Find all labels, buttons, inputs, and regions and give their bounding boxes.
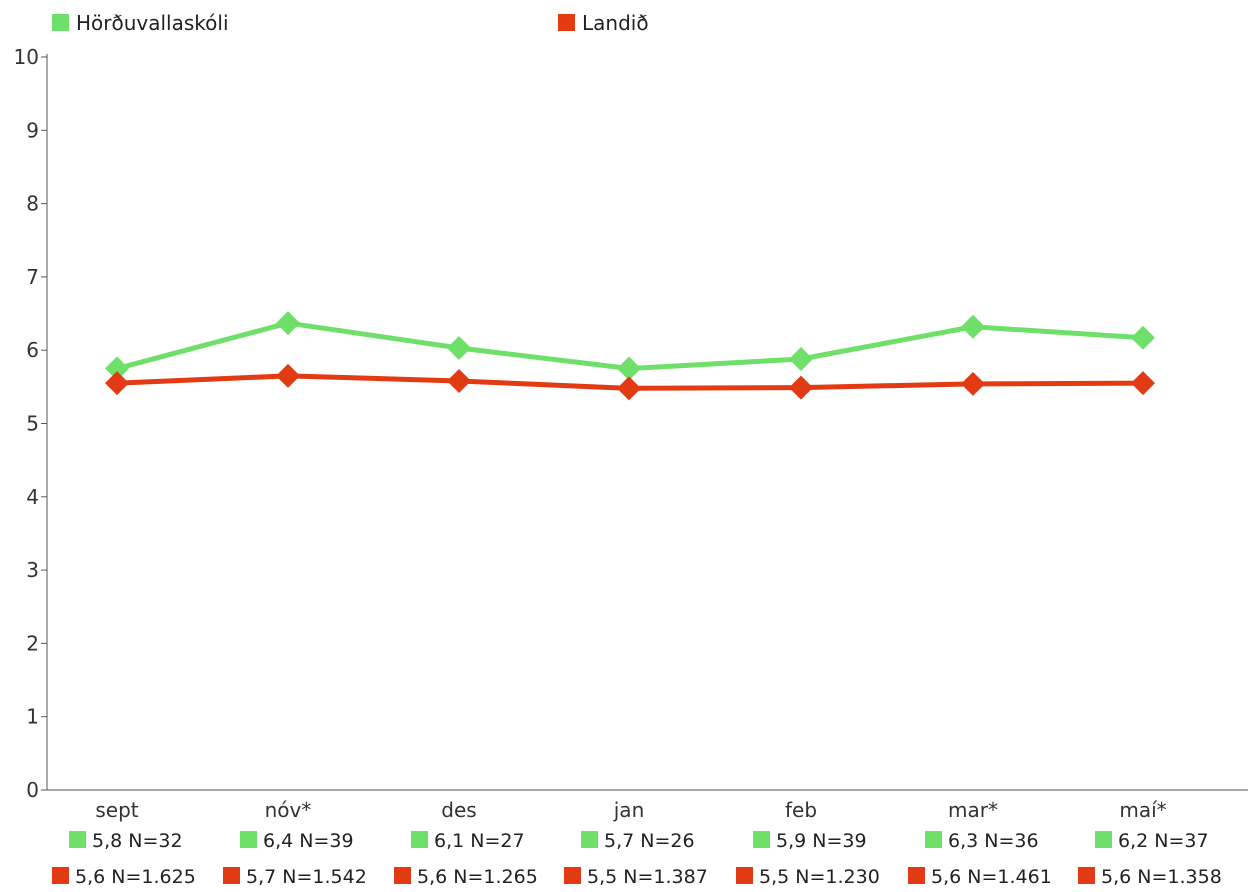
stat-swatch xyxy=(1078,867,1095,884)
stat-swatch xyxy=(240,831,257,848)
data-point xyxy=(789,375,813,400)
data-point xyxy=(447,368,471,393)
data-point xyxy=(1131,371,1155,396)
data-point xyxy=(961,314,985,339)
stat-label: 5,6 N=1.265 xyxy=(417,866,538,888)
y-tick-label: 5 xyxy=(26,412,39,436)
y-tick-label: 2 xyxy=(26,631,39,655)
y-tick-label: 4 xyxy=(26,485,39,509)
x-tick-label: jan xyxy=(613,798,645,822)
stat-label: 5,7 N=1.542 xyxy=(246,866,367,888)
data-point xyxy=(105,356,129,381)
data-point xyxy=(276,311,300,336)
y-tick-label: 0 xyxy=(26,778,39,802)
data-point xyxy=(617,376,641,401)
y-tick-label: 1 xyxy=(26,705,39,729)
stat-swatch xyxy=(925,831,942,848)
data-point xyxy=(105,371,129,396)
legend-swatch xyxy=(52,14,69,31)
stat-swatch xyxy=(908,867,925,884)
stat-swatch xyxy=(736,867,753,884)
data-point xyxy=(1131,325,1155,350)
stat-swatch xyxy=(394,867,411,884)
y-tick-label: 8 xyxy=(26,192,39,216)
stat-label: 6,3 N=36 xyxy=(948,830,1039,852)
legend-swatch xyxy=(558,14,575,31)
stat-swatch xyxy=(564,867,581,884)
data-point xyxy=(447,336,471,361)
stat-swatch xyxy=(1095,831,1112,848)
stat-label: 5,6 N=1.625 xyxy=(75,866,196,888)
stat-swatch xyxy=(223,867,240,884)
data-point xyxy=(276,363,300,388)
y-tick-label: 6 xyxy=(26,338,39,362)
x-tick-label: feb xyxy=(785,798,817,822)
y-tick-label: 3 xyxy=(26,558,39,582)
y-tick-label: 7 xyxy=(26,265,39,289)
legend-label: Landið xyxy=(582,11,649,35)
stat-swatch xyxy=(69,831,86,848)
x-tick-label: des xyxy=(441,798,476,822)
stat-label: 5,9 N=39 xyxy=(776,830,867,852)
legend-label: Hörðuvallaskóli xyxy=(76,11,229,35)
stat-swatch xyxy=(411,831,428,848)
stat-label: 6,1 N=27 xyxy=(434,830,525,852)
stat-label: 5,5 N=1.387 xyxy=(587,866,708,888)
stat-label: 5,8 N=32 xyxy=(92,830,183,852)
stat-swatch xyxy=(52,867,69,884)
x-tick-label: nóv* xyxy=(265,798,312,822)
stat-label: 6,4 N=39 xyxy=(263,830,354,852)
data-point xyxy=(961,371,985,396)
x-tick-label: maí* xyxy=(1119,798,1166,822)
stat-label: 5,7 N=26 xyxy=(604,830,695,852)
x-tick-label: sept xyxy=(95,798,138,822)
y-tick-label: 10 xyxy=(14,45,39,69)
stat-label: 5,6 N=1.358 xyxy=(1101,866,1222,888)
data-point xyxy=(789,346,813,371)
stat-swatch xyxy=(753,831,770,848)
stat-label: 6,2 N=37 xyxy=(1118,830,1209,852)
stat-swatch xyxy=(581,831,598,848)
stat-label: 5,5 N=1.230 xyxy=(759,866,880,888)
x-tick-label: mar* xyxy=(948,798,998,822)
y-tick-label: 9 xyxy=(26,118,39,142)
stat-label: 5,6 N=1.461 xyxy=(931,866,1052,888)
data-point xyxy=(617,356,641,381)
